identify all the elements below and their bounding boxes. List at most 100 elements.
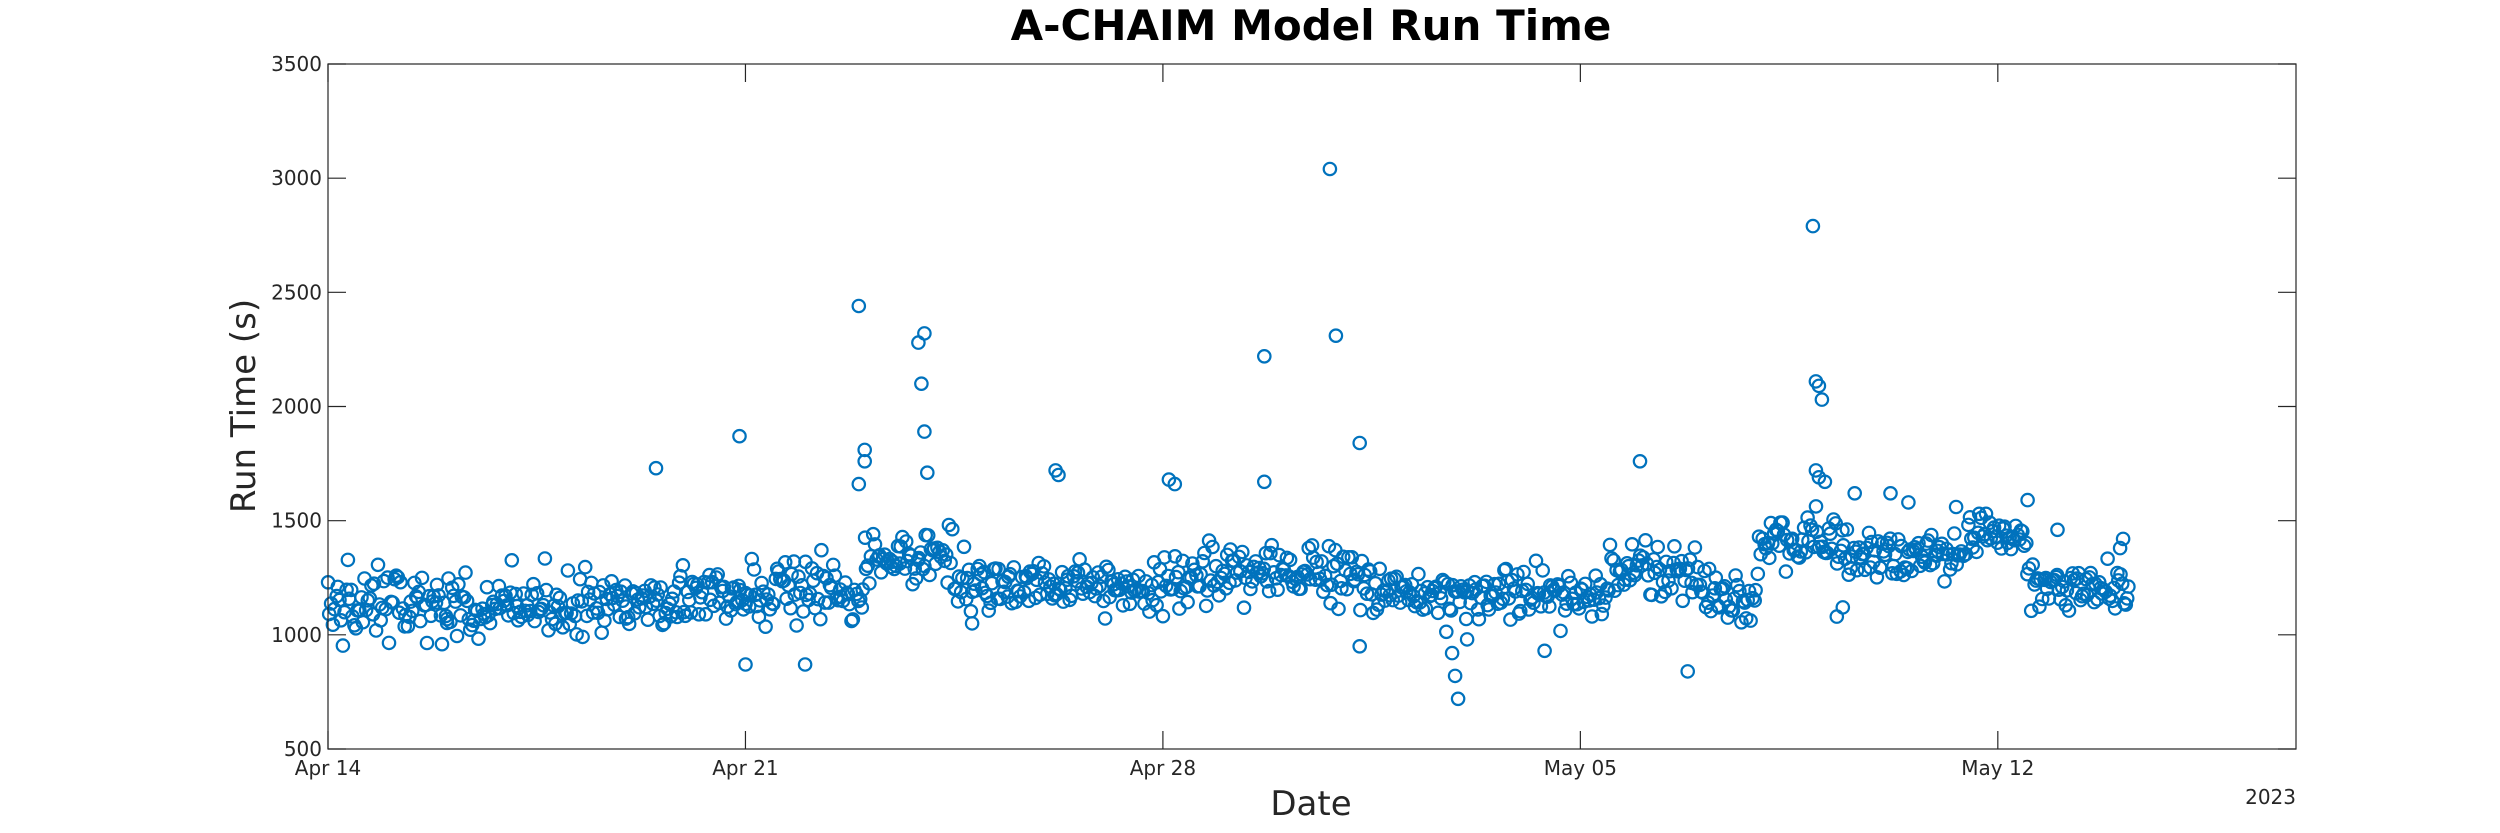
data-point bbox=[1598, 590, 1613, 605]
data-point bbox=[1006, 560, 1022, 575]
data-point bbox=[650, 587, 665, 602]
data-point bbox=[920, 528, 936, 543]
plot-frame bbox=[327, 63, 2297, 750]
data-point bbox=[857, 453, 872, 469]
data-point bbox=[2098, 584, 2113, 599]
data-point bbox=[381, 635, 397, 651]
data-point bbox=[1535, 563, 1550, 578]
data-point bbox=[1658, 554, 1674, 570]
data-point bbox=[768, 571, 784, 587]
data-point bbox=[453, 608, 468, 623]
data-point bbox=[1765, 536, 1780, 551]
x-tick-label: Apr 28 bbox=[1130, 756, 1196, 780]
data-point bbox=[1864, 534, 1879, 550]
data-point bbox=[814, 542, 829, 558]
data-point bbox=[1198, 598, 1214, 614]
data-point bbox=[1157, 550, 1172, 565]
data-point bbox=[555, 619, 571, 635]
data-point bbox=[1352, 638, 1367, 654]
data-point bbox=[2118, 597, 2134, 612]
data-point bbox=[1036, 559, 1052, 574]
data-point bbox=[560, 563, 576, 578]
data-point bbox=[1051, 467, 1066, 483]
data-point bbox=[908, 571, 924, 586]
data-point bbox=[429, 577, 445, 593]
data-point bbox=[526, 576, 541, 592]
x-tick-label: May 05 bbox=[1544, 756, 1617, 780]
data-point bbox=[1911, 535, 1926, 551]
data-point bbox=[459, 593, 475, 609]
data-point bbox=[944, 521, 960, 537]
data-point bbox=[423, 608, 439, 624]
data-point bbox=[482, 615, 498, 631]
data-point bbox=[1682, 552, 1698, 567]
data-point bbox=[527, 613, 542, 629]
data-point bbox=[1450, 691, 1466, 707]
data-point bbox=[340, 552, 356, 568]
data-point bbox=[903, 548, 919, 563]
data-point bbox=[1508, 584, 1523, 599]
data-point bbox=[981, 603, 996, 618]
data-point bbox=[710, 567, 725, 582]
data-point bbox=[1728, 568, 1743, 583]
data-point bbox=[2100, 551, 2115, 566]
data-point bbox=[1167, 476, 1183, 492]
data-point bbox=[479, 579, 495, 595]
data-point bbox=[1362, 564, 1378, 579]
data-point bbox=[332, 592, 347, 608]
data-point bbox=[370, 557, 386, 573]
data-point bbox=[1604, 550, 1619, 566]
data-point bbox=[1235, 544, 1250, 560]
data-point bbox=[1328, 328, 1344, 343]
data-point bbox=[1667, 538, 1682, 554]
data-point bbox=[1869, 569, 1885, 585]
data-point bbox=[1447, 668, 1463, 684]
data-point bbox=[777, 554, 793, 570]
data-point bbox=[941, 517, 957, 533]
data-point bbox=[339, 582, 354, 598]
data-point bbox=[698, 606, 713, 622]
data-point bbox=[1687, 540, 1703, 555]
data-point bbox=[1596, 598, 1611, 613]
y-tick-label: 2500 bbox=[271, 280, 322, 304]
data-point bbox=[2059, 583, 2075, 598]
data-point bbox=[1021, 593, 1037, 609]
data-point bbox=[1965, 540, 1980, 555]
data-point bbox=[529, 585, 545, 601]
data-point bbox=[1932, 539, 1947, 555]
data-point bbox=[456, 590, 472, 605]
data-point bbox=[393, 574, 408, 590]
data-point bbox=[1442, 601, 1457, 617]
data-point bbox=[2016, 538, 2032, 553]
data-point bbox=[1175, 553, 1191, 569]
data-point bbox=[792, 585, 808, 601]
data-point bbox=[1180, 594, 1195, 610]
data-point bbox=[738, 657, 753, 672]
data-point bbox=[1805, 218, 1821, 234]
data-point bbox=[825, 557, 841, 573]
data-point bbox=[1331, 601, 1346, 617]
data-point bbox=[1259, 574, 1275, 589]
data-point bbox=[443, 614, 458, 630]
data-point bbox=[325, 617, 341, 632]
data-point bbox=[1849, 562, 1865, 578]
data-point bbox=[366, 576, 382, 591]
data-point bbox=[812, 611, 828, 627]
data-point bbox=[1319, 577, 1335, 593]
data-point bbox=[1961, 517, 1976, 533]
data-point bbox=[504, 552, 520, 568]
data-point bbox=[1835, 600, 1851, 615]
data-point bbox=[2021, 561, 2037, 576]
data-point bbox=[1352, 435, 1367, 451]
data-point bbox=[789, 618, 804, 633]
data-point bbox=[1692, 577, 1708, 593]
axis-ticks bbox=[327, 63, 2296, 750]
data-point bbox=[895, 529, 910, 545]
data-point bbox=[414, 570, 430, 586]
data-point bbox=[1672, 561, 1688, 577]
data-point bbox=[1948, 499, 1964, 515]
x-tick-label: May 12 bbox=[1961, 756, 2034, 780]
data-point bbox=[857, 530, 873, 545]
data-point bbox=[1542, 599, 1557, 614]
data-point bbox=[1762, 550, 1777, 566]
